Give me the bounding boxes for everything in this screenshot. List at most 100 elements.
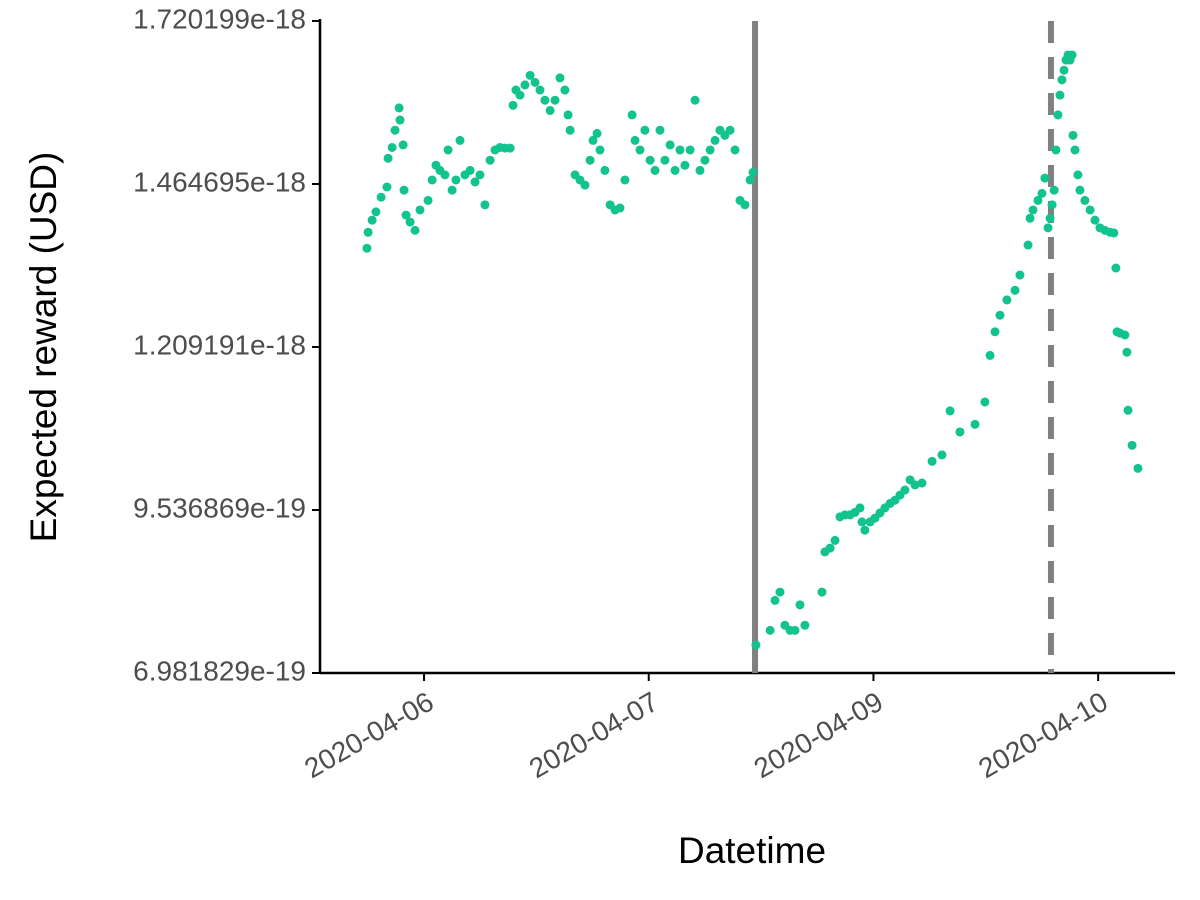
data-point	[480, 200, 490, 210]
data-point	[470, 177, 480, 187]
y-tick-label: 1.209191e-18	[133, 329, 306, 360]
y-axis-title: Expected reward (USD)	[23, 152, 64, 543]
data-point	[1040, 173, 1050, 183]
data-point	[1067, 50, 1077, 60]
y-tick-label: 1.464695e-18	[133, 166, 306, 197]
y-tick-label: 9.536869e-19	[133, 492, 306, 523]
x-tick-label: 2020-04-10	[973, 686, 1113, 784]
data-point	[985, 350, 995, 360]
x-axis-title: Datetime	[678, 830, 826, 871]
data-point	[1033, 195, 1043, 205]
data-point	[751, 640, 761, 650]
data-point	[945, 406, 955, 416]
data-point	[362, 243, 372, 253]
data-point	[635, 145, 645, 155]
data-point	[1002, 295, 1012, 305]
data-point	[690, 95, 700, 105]
data-point	[917, 478, 927, 488]
data-point	[585, 155, 595, 165]
data-point	[645, 155, 655, 165]
data-point	[765, 625, 775, 635]
data-point	[401, 210, 411, 220]
data-point	[563, 110, 573, 120]
data-point	[1028, 205, 1038, 215]
data-point	[395, 115, 405, 125]
x-tick-label: 2020-04-06	[299, 686, 439, 784]
data-point	[817, 587, 827, 597]
data-point	[670, 165, 680, 175]
data-point	[485, 155, 495, 165]
data-point	[1085, 205, 1095, 215]
data-point	[588, 135, 598, 145]
data-point	[650, 165, 660, 175]
data-point	[592, 128, 602, 138]
data-point	[980, 397, 990, 407]
data-point	[1090, 215, 1100, 225]
data-point	[508, 100, 518, 110]
data-point	[405, 217, 415, 227]
data-point	[790, 625, 800, 635]
data-point	[1010, 285, 1020, 295]
data-point	[1073, 170, 1083, 180]
data-point	[1122, 347, 1132, 357]
data-point	[1015, 270, 1025, 280]
data-point	[545, 105, 555, 115]
data-point	[1045, 213, 1055, 223]
data-point	[1047, 200, 1057, 210]
data-point	[655, 125, 665, 135]
data-point	[423, 195, 433, 205]
data-point	[1120, 330, 1130, 340]
data-point	[1057, 75, 1067, 85]
data-point	[565, 125, 575, 135]
data-point	[520, 80, 530, 90]
data-point	[398, 140, 408, 150]
data-point	[857, 517, 867, 527]
data-point	[740, 200, 750, 210]
data-point	[1037, 188, 1047, 198]
data-point	[990, 327, 1000, 337]
data-point	[530, 77, 540, 87]
data-point	[1053, 110, 1063, 120]
data-point	[415, 205, 425, 215]
data-point	[371, 207, 381, 217]
data-point	[600, 165, 610, 175]
data-point	[383, 153, 393, 163]
data-point	[665, 140, 675, 150]
data-point	[1059, 65, 1069, 75]
data-point	[1043, 223, 1053, 233]
data-point	[555, 73, 565, 83]
data-point	[1051, 145, 1061, 155]
data-point	[710, 135, 720, 145]
data-point	[1070, 145, 1080, 155]
data-point	[515, 90, 525, 100]
data-point	[748, 167, 758, 177]
data-point	[685, 145, 695, 155]
data-point	[630, 135, 640, 145]
data-point	[705, 145, 715, 155]
data-point	[800, 620, 810, 630]
data-point	[399, 185, 409, 195]
data-point	[1049, 185, 1059, 195]
data-point	[615, 203, 625, 213]
data-point	[390, 125, 400, 135]
data-point	[447, 185, 457, 195]
data-point	[427, 175, 437, 185]
data-point	[505, 143, 515, 153]
data-point	[1023, 240, 1033, 250]
x-tick-label: 2020-04-07	[524, 686, 664, 784]
data-point	[860, 525, 870, 535]
data-point	[394, 103, 404, 113]
data-point	[540, 95, 550, 105]
data-point	[855, 503, 865, 513]
data-point	[1025, 213, 1035, 223]
data-point	[627, 110, 637, 120]
data-point	[387, 142, 397, 152]
data-point	[440, 170, 450, 180]
data-point	[363, 227, 373, 237]
data-point	[725, 125, 735, 135]
data-point	[770, 595, 780, 605]
data-point	[382, 182, 392, 192]
data-point	[695, 165, 705, 175]
data-point	[700, 155, 710, 165]
data-point	[1111, 263, 1121, 273]
